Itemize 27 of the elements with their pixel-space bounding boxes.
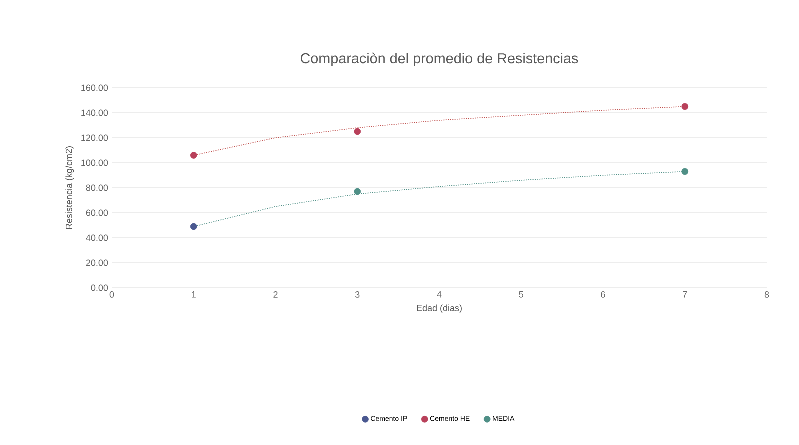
- x-tick-label: 1: [192, 292, 196, 298]
- x-tick-label: 5: [519, 292, 524, 298]
- y-tick-label: 60.00: [86, 210, 108, 216]
- x-tick-label: 3: [355, 292, 360, 298]
- point: [190, 223, 198, 230]
- x-tick-label: 0: [110, 292, 114, 298]
- x-tick-label: 4: [437, 292, 442, 298]
- x-tick-label: 7: [683, 292, 688, 298]
- x-tick-label: 6: [601, 292, 606, 298]
- point: [354, 188, 362, 196]
- x-tick-label: 8: [764, 292, 770, 298]
- y-tick-label: 20.00: [86, 260, 108, 266]
- y-tick-label: 40.00: [86, 234, 108, 242]
- point: [682, 168, 689, 176]
- point: [354, 128, 362, 136]
- y-tick-label: 120.00: [82, 134, 108, 142]
- x-axis-title: Edad (dias): [417, 304, 462, 314]
- chart-title: Comparaciòn del promedio de Resistencias: [300, 52, 578, 66]
- x-tick-label: 2: [274, 292, 278, 298]
- y-tick-label: 140.00: [82, 110, 108, 116]
- y-axis-title: Resistencia (kg/cm2): [66, 146, 74, 230]
- y-tick-label: 0.00: [91, 284, 108, 292]
- y-tick-label: 100.00: [82, 160, 108, 166]
- point: [190, 152, 198, 159]
- point: [682, 103, 689, 110]
- y-tick-label: 80.00: [86, 184, 108, 192]
- y-tick-label: 160.00: [82, 84, 108, 92]
